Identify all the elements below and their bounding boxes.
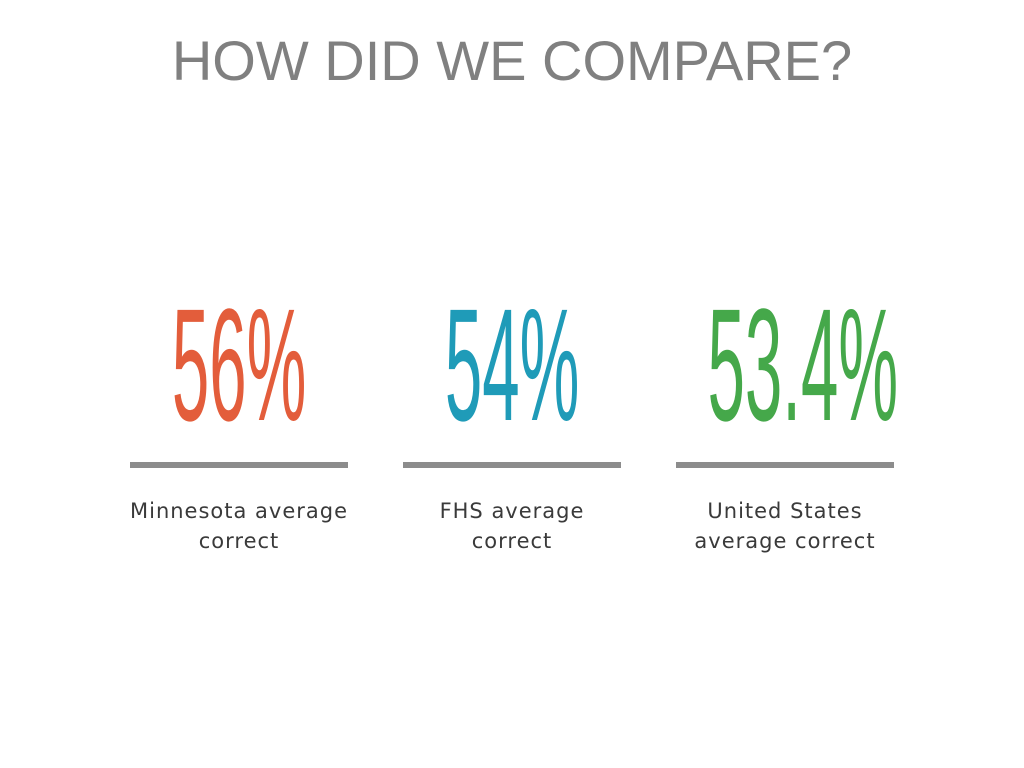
divider [403,462,621,468]
stat-label-line: correct [471,529,553,553]
stat-label-line: correct [198,529,280,553]
stat-value-text: 53.4% [707,275,899,454]
stat-label-line: Minnesota average [129,499,349,523]
stat-value-text: 56% [171,275,307,454]
divider [130,462,348,468]
stat-value: 54% [303,275,721,454]
stat-value: 56% [30,275,448,454]
stat-label-line: average correct [694,529,876,553]
stat-value: 53.4% [576,275,994,454]
stat-label-line: FHS average [439,499,585,523]
stat-value-text: 54% [444,275,580,454]
stat-label: Minnesota average correct [110,496,368,556]
slide-title: HOW DID WE COMPARE? [171,29,853,92]
divider [676,462,894,468]
stat-label: FHS average correct [383,496,641,556]
stat-label: United States average correct [656,496,914,556]
stat-label-line: United States [707,499,863,523]
